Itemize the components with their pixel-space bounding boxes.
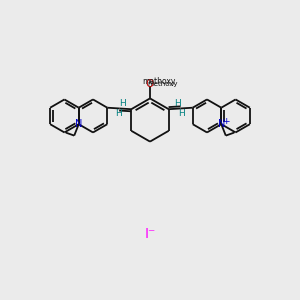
Text: methoxy: methoxy [147,81,178,87]
Text: H: H [115,109,122,118]
Text: H: H [178,109,185,118]
Text: N: N [75,119,82,129]
Text: O: O [146,79,154,89]
Text: +: + [222,117,229,126]
Text: N: N [218,119,225,129]
Text: I⁻: I⁻ [144,227,156,241]
Text: H: H [119,98,126,107]
Text: methoxy: methoxy [142,77,176,86]
Text: H: H [174,98,181,107]
